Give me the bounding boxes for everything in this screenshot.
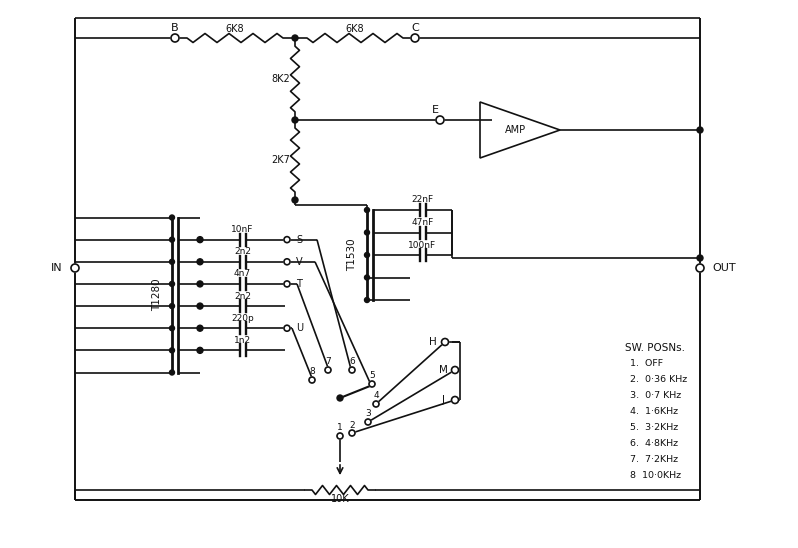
Circle shape [197,347,203,353]
Circle shape [197,237,203,243]
Circle shape [169,237,175,242]
Circle shape [171,34,179,42]
Circle shape [309,377,315,383]
Circle shape [411,34,419,42]
Text: B: B [172,23,179,33]
Text: 2n2: 2n2 [234,247,251,256]
Text: 1: 1 [337,424,343,432]
Circle shape [197,281,203,287]
Text: 8K2: 8K2 [271,74,290,84]
Text: T1280: T1280 [152,279,162,311]
Circle shape [169,304,175,309]
Circle shape [169,282,175,287]
Text: 4: 4 [373,391,379,401]
Circle shape [369,381,375,387]
Circle shape [452,367,459,374]
Text: 8: 8 [309,368,315,376]
Text: M: M [439,365,448,375]
Text: 6K8: 6K8 [226,24,244,34]
Circle shape [197,325,203,331]
Circle shape [292,117,298,123]
Circle shape [169,259,175,264]
Text: 5: 5 [369,372,375,380]
Circle shape [349,367,355,373]
Text: 2n2: 2n2 [234,292,251,300]
Text: 2.  0·36 KHz: 2. 0·36 KHz [630,374,687,384]
Circle shape [197,303,203,309]
Text: 4n7: 4n7 [234,270,251,278]
Text: 220p: 220p [231,313,254,323]
Text: H: H [429,337,437,347]
Circle shape [284,325,290,331]
Circle shape [373,401,379,407]
Text: 6: 6 [350,357,355,367]
Text: 7.  7·2KHz: 7. 7·2KHz [630,454,678,464]
Text: 22nF: 22nF [412,196,433,204]
Circle shape [365,298,369,302]
Text: U: U [296,323,303,333]
Circle shape [436,116,444,124]
Circle shape [284,237,290,243]
Circle shape [365,419,371,425]
Circle shape [169,215,175,220]
Circle shape [197,259,203,265]
Circle shape [696,264,704,272]
Circle shape [71,264,79,272]
Circle shape [169,370,175,375]
Text: S: S [296,235,302,244]
Text: 5.  3·2KHz: 5. 3·2KHz [630,423,678,431]
Circle shape [697,127,703,133]
Text: 1n2: 1n2 [234,336,251,345]
Text: V: V [296,257,302,267]
Circle shape [365,275,369,280]
Circle shape [169,326,175,330]
Text: T1530: T1530 [347,239,357,271]
Text: AMP: AMP [504,125,526,135]
Circle shape [365,253,369,258]
Circle shape [337,433,343,439]
Circle shape [284,259,290,265]
Circle shape [292,35,298,41]
Text: 2: 2 [350,420,355,430]
Text: 4.  1·6KHz: 4. 1·6KHz [630,407,678,415]
Text: J: J [441,395,444,405]
Text: 7: 7 [325,357,331,367]
Text: 47nF: 47nF [412,218,433,227]
Circle shape [169,348,175,353]
Text: 8  10·0KHz: 8 10·0KHz [630,471,681,480]
Text: 100nF: 100nF [409,241,437,249]
Circle shape [349,430,355,436]
Circle shape [452,397,459,403]
Circle shape [365,208,369,213]
Circle shape [365,230,369,235]
Text: 10nF: 10nF [231,225,254,234]
Text: 3.  0·7 KHz: 3. 0·7 KHz [630,391,681,399]
Text: 6K8: 6K8 [346,24,365,34]
Circle shape [337,395,343,401]
Circle shape [441,339,448,345]
Text: OUT: OUT [712,263,736,273]
Text: C: C [411,23,419,33]
Text: 3: 3 [365,409,371,419]
Text: 2K7: 2K7 [271,155,290,165]
Text: IN: IN [51,263,63,273]
Text: SW. POSNs.: SW. POSNs. [625,343,685,353]
Circle shape [697,255,703,261]
Circle shape [325,367,331,373]
Text: T: T [296,279,302,289]
Text: E: E [432,105,438,115]
Text: 10K: 10K [330,494,350,504]
Text: 1.  OFF: 1. OFF [630,358,663,368]
Circle shape [284,281,290,287]
Circle shape [292,197,298,203]
Text: 6.  4·8KHz: 6. 4·8KHz [630,438,678,448]
